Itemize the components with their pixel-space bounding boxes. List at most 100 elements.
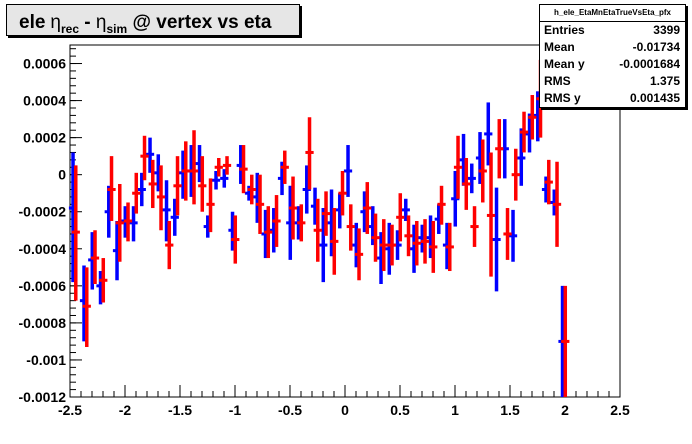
profile-point <box>162 180 171 242</box>
profile-point <box>90 230 100 284</box>
x-tick-label: -2 <box>119 402 132 418</box>
x-tick-label: 0 <box>341 402 349 418</box>
profile-point <box>280 150 289 184</box>
profile-point <box>231 215 240 264</box>
title-minus: - <box>79 12 96 33</box>
profile-point <box>401 198 410 221</box>
profile-point <box>484 102 493 166</box>
stats-value: 3399 <box>653 23 680 37</box>
y-tick-label: -0.0006 <box>19 278 67 294</box>
profile-point <box>544 159 553 205</box>
y-tick-label: 0 <box>58 167 66 183</box>
profile-point <box>363 182 372 234</box>
stats-row-rms: RMS 1.375 <box>540 73 685 90</box>
stats-row-mean: Mean -0.01734 <box>540 39 685 56</box>
profile-point <box>297 204 306 242</box>
x-tick-label: 1 <box>451 402 459 418</box>
profile-point <box>319 208 328 283</box>
profile-point <box>470 206 479 247</box>
profile-point <box>255 174 265 234</box>
profile-point <box>453 135 463 199</box>
x-tick-label: -2.5 <box>58 402 82 418</box>
x-tick-label: -1 <box>229 402 242 418</box>
series-layer <box>68 59 570 397</box>
profile-point <box>206 178 215 233</box>
y-tick-label: 0.0004 <box>23 93 66 109</box>
profile-point <box>264 206 273 259</box>
profile-point <box>511 148 520 201</box>
stats-label: Mean y <box>544 57 585 71</box>
profile-point <box>170 198 179 236</box>
title-subscript-sim: sim <box>107 22 128 36</box>
stats-row-mean-y: Mean y -0.0001684 <box>540 56 685 73</box>
profile-point <box>107 156 116 221</box>
profile-series <box>68 91 567 397</box>
stats-label: Entries <box>544 23 585 37</box>
profile-point <box>346 204 355 251</box>
x-tick-label: -0.5 <box>278 402 302 418</box>
profile-point <box>371 213 380 262</box>
stats-row-entries: Entries 3399 <box>540 22 685 39</box>
profile-point <box>165 221 174 270</box>
profile-point <box>129 206 138 242</box>
x-tick-label: 2 <box>561 402 569 418</box>
profile-point <box>222 156 232 175</box>
profile-point <box>412 221 421 266</box>
stats-label: RMS <box>544 74 571 88</box>
x-tick-label: 1.5 <box>500 402 520 418</box>
profile-point <box>492 187 501 292</box>
profile-point <box>495 119 504 179</box>
profile-point <box>137 172 146 207</box>
stats-label: RMS y <box>544 91 581 105</box>
profile-point <box>354 228 364 281</box>
profile-point <box>305 117 314 190</box>
profile-point <box>552 161 562 247</box>
stats-histogram-name: h_ele_EtaMnEtaTrueVsEta_pfx <box>540 5 685 22</box>
profile-point <box>561 285 570 397</box>
profile-point <box>198 156 207 212</box>
profile-point <box>211 170 221 190</box>
profile-point <box>156 165 166 231</box>
profile-point <box>437 185 446 225</box>
profile-point <box>189 130 199 205</box>
profile-point <box>272 195 281 247</box>
profile-point <box>528 95 537 140</box>
profile-point <box>429 221 438 273</box>
profile-point <box>387 224 397 266</box>
x-tick-label: 0.5 <box>390 402 410 418</box>
profile-point <box>467 163 476 194</box>
y-tick-label: 0.0002 <box>23 130 66 146</box>
profile-point <box>99 258 108 303</box>
stats-value: -0.01734 <box>632 40 680 54</box>
y-tick-label: 0.0006 <box>23 56 66 72</box>
profile-point <box>503 208 512 260</box>
profile-point <box>478 139 487 203</box>
y-tick-label: -0.001 <box>26 352 66 368</box>
profile-point <box>288 176 298 240</box>
profile-point <box>379 219 388 272</box>
stats-value: -0.0001684 <box>619 57 680 71</box>
profile-point <box>343 145 353 197</box>
profile-point <box>140 135 149 181</box>
profile-point <box>330 208 339 275</box>
profile-point <box>214 158 223 177</box>
profile-point <box>462 158 471 210</box>
title-suffix: @ vertex vs eta <box>127 12 272 33</box>
profile-point <box>313 198 322 262</box>
profile-point <box>82 267 91 347</box>
title-eta-rec: η <box>50 12 61 33</box>
profile-point <box>517 128 526 186</box>
y-tick-label: -0.0004 <box>19 241 67 257</box>
profile-point <box>239 145 248 194</box>
profile-point <box>420 219 430 264</box>
profile-point <box>508 209 518 262</box>
x-tick-label: -1.5 <box>168 402 192 418</box>
x-tick-label: 2.5 <box>610 402 630 418</box>
y-tick-label: -0.0008 <box>19 315 67 331</box>
profile-point <box>145 137 155 173</box>
profile-point <box>132 172 141 214</box>
stats-row-rms-y: RMS y 0.001435 <box>540 90 685 107</box>
title-eta-sim: η <box>96 12 107 33</box>
